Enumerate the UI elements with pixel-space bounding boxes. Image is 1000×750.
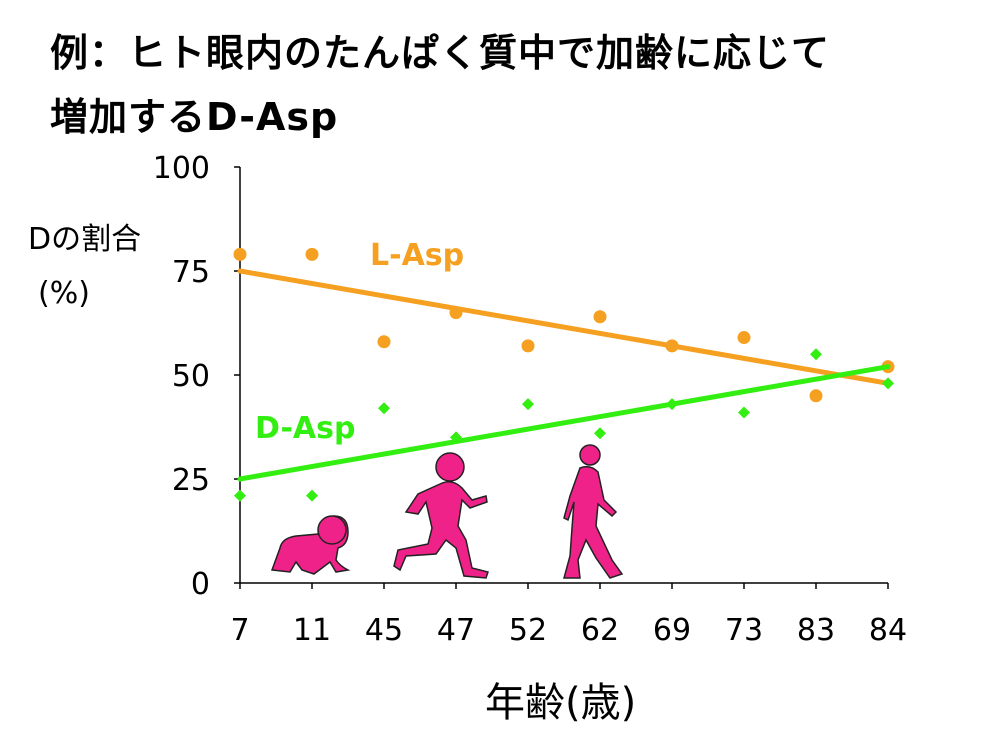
x-tick-label: 47 [437, 613, 475, 648]
chart-marks: L-Asp D-Asp [233, 238, 895, 502]
l-asp-trend-line [237, 268, 891, 386]
x-tick-label: 45 [365, 613, 403, 648]
d-asp-point [306, 489, 318, 502]
x-tick-label: 62 [581, 613, 619, 648]
d-asp-point [882, 377, 894, 390]
x-tick-label: 11 [293, 613, 331, 648]
y-tick-label: 0 [191, 567, 210, 602]
d-asp-point [810, 348, 822, 361]
l-asp-series-label: L-Asp [370, 238, 464, 273]
l-asp-point [737, 331, 751, 345]
d-asp-point [450, 431, 462, 444]
l-asp-point [305, 247, 319, 261]
x-tick-label: 52 [509, 613, 547, 648]
l-asp-point [593, 310, 607, 324]
y-tick-label: 75 [172, 255, 210, 290]
d-asp-series-label: D-Asp [255, 411, 355, 446]
d-asp-point [522, 398, 534, 411]
y-axis-unit: (%) [38, 276, 90, 311]
d-asp-point [378, 402, 390, 415]
child-running-silhouette [393, 452, 489, 579]
title-line-1: 例：ヒト眼内のたんぱく質中で加齢に応じて [50, 31, 831, 75]
age-illustrations [270, 444, 624, 579]
x-tick-label: 83 [797, 613, 835, 648]
chart-axes: 0 25 50 75 100 7 11 45 47 52 62 69 73 83 84 [153, 151, 907, 648]
y-tick-label: 100 [153, 151, 210, 186]
x-tick-label: 7 [230, 613, 249, 648]
l-asp-point [521, 339, 535, 353]
x-tick-label: 69 [653, 613, 691, 648]
l-asp-point [377, 335, 391, 349]
l-asp-point [233, 247, 247, 261]
l-asp-point [665, 339, 679, 353]
adult-walking-silhouette [563, 444, 624, 579]
l-asp-point [809, 389, 823, 403]
x-axis-label: 年齢(歳) [485, 680, 637, 726]
d-asp-point [594, 427, 606, 440]
title-line-2: 増加するD-Asp [50, 95, 339, 139]
y-tick-label: 25 [172, 463, 210, 498]
baby-crawling-silhouette [270, 515, 351, 575]
x-tick-label: 73 [725, 613, 763, 648]
y-axis-label: Dの割合 [28, 222, 142, 257]
l-asp-point [449, 306, 463, 320]
d-asp-point [666, 398, 678, 411]
d-asp-point [738, 406, 750, 419]
d-asp-point [234, 489, 246, 502]
y-tick-label: 50 [172, 359, 210, 394]
x-tick-label: 84 [869, 613, 907, 648]
d-asp-trend-line [237, 364, 891, 482]
